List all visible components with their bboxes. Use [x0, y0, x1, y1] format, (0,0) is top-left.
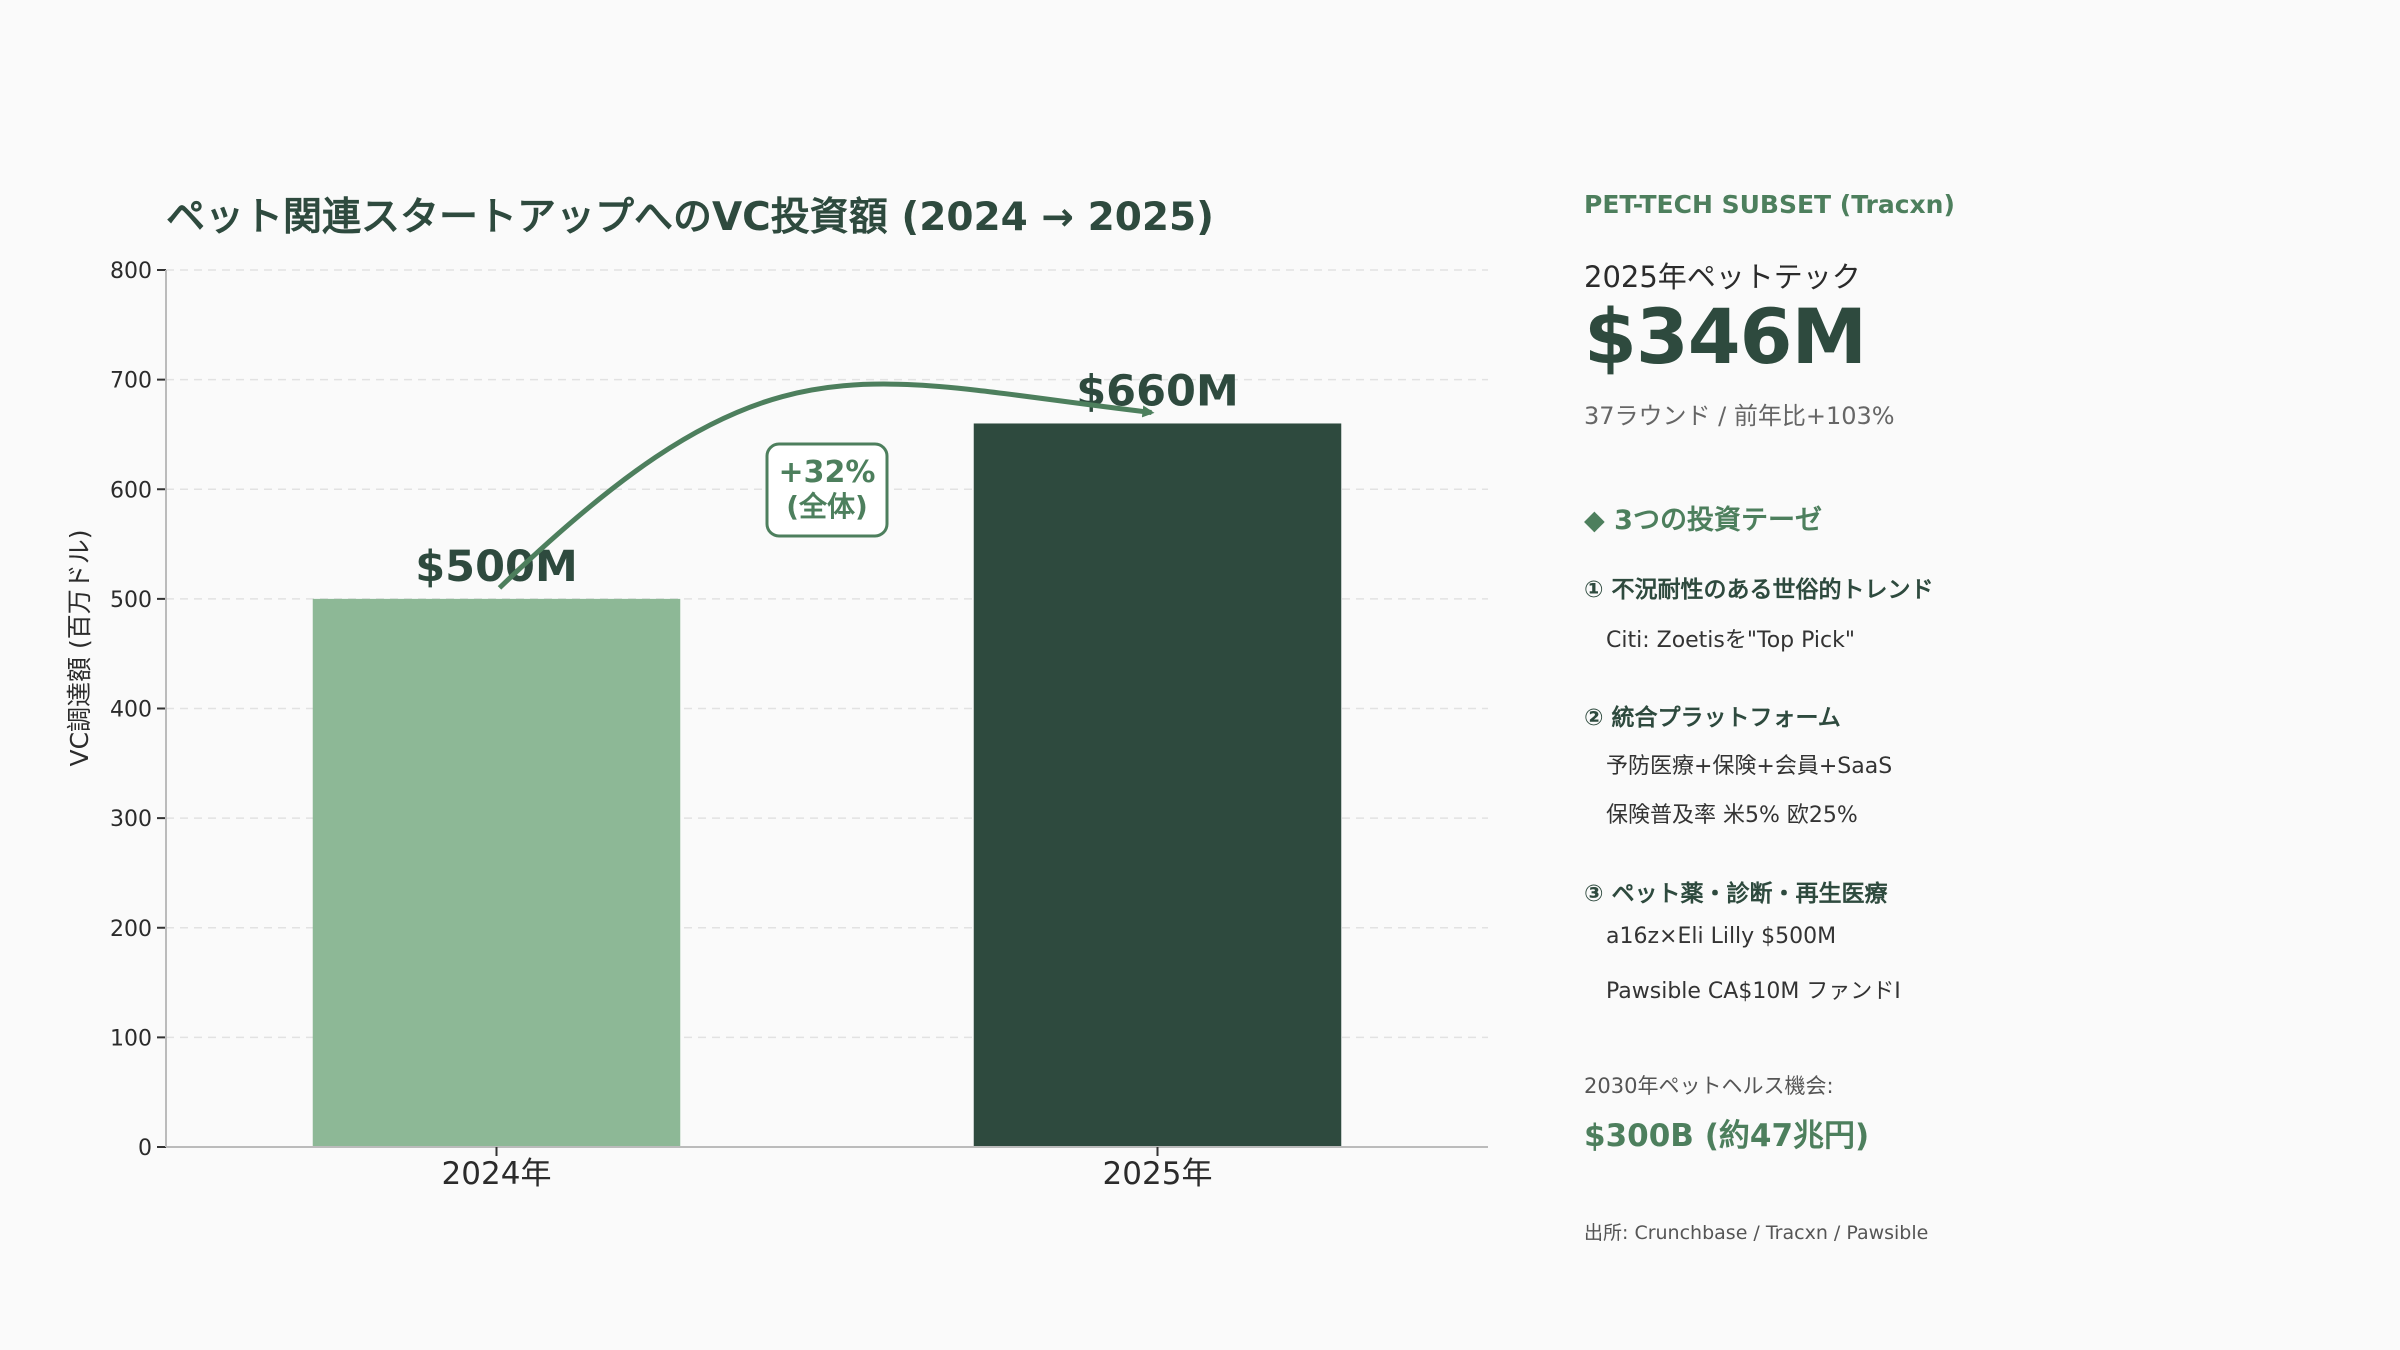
annotation-growth-rate: +32%	[779, 455, 876, 490]
y-axis-label: VC調達額 (百万ドル)	[65, 529, 94, 766]
y-tick-label: 400	[110, 698, 152, 723]
y-tick-label: 100	[110, 1026, 152, 1051]
bar-chart: ペット関連スタートアップへのVC投資額 (2024 → 2025) VC調達額 …	[65, 195, 1488, 1192]
thesis-1-line-1: Citi: Zoetisを"Top Pick"	[1606, 628, 1855, 653]
subset-tag: PET-TECH SUBSET (Tracxn)	[1584, 190, 1955, 219]
x-tick-label: 2024年	[442, 1156, 552, 1192]
rounds-growth-meta: 37ラウンド / 前年比+103%	[1584, 402, 1895, 430]
y-tick-label: 300	[110, 807, 152, 832]
x-tick-label: 2025年	[1103, 1156, 1213, 1192]
pettech-total-value: $346M	[1584, 292, 1867, 381]
y-tick-label: 500	[110, 588, 152, 613]
opportunity-label: 2030年ペットヘルス機会:	[1584, 1074, 1834, 1098]
thesis-2-title: ② 統合プラットフォーム	[1584, 705, 1841, 731]
thesis-3-line-1: a16z×Eli Lilly $500M	[1606, 924, 1837, 949]
thesis-3-line-2: Pawsible CA$10M ファンドI	[1606, 979, 1901, 1004]
growth-arrow	[497, 381, 1155, 590]
y-tick-label: 700	[110, 369, 152, 394]
y-tick-label: 800	[110, 259, 152, 284]
thesis-2-line-1: 予防医療+保険+会員+SaaS	[1606, 754, 1893, 779]
growth-annotation: +32% (全体)	[765, 442, 889, 538]
y-tick-label: 600	[110, 478, 152, 503]
chart-title: ペット関連スタートアップへのVC投資額 (2024 → 2025)	[166, 195, 1214, 240]
opportunity-value: $300B (約47兆円)	[1584, 1118, 1870, 1154]
source-note: 出所: Crunchbase / Tracxn / Pawsible	[1584, 1222, 1929, 1244]
data-label-2: $660M	[1076, 366, 1238, 416]
y-tick-label: 200	[110, 917, 152, 942]
thesis-2-line-2: 保険普及率 米5% 欧25%	[1606, 803, 1858, 828]
data-label-1: $500M	[415, 542, 577, 592]
thesis-header: ◆ 3つの投資テーゼ	[1584, 505, 1822, 536]
annotation-box	[765, 442, 889, 538]
bar-2	[973, 423, 1342, 1148]
thesis-1-title: ① 不況耐性のある世俗的トレンド	[1584, 577, 1934, 603]
y-tick-label: 0	[138, 1136, 152, 1161]
thesis-3-title: ③ ペット薬・診断・再生医療	[1584, 881, 1888, 907]
bar-1	[312, 598, 681, 1147]
annotation-scope: (全体)	[786, 490, 868, 523]
pettech-year-label: 2025年ペットテック	[1584, 260, 1861, 294]
